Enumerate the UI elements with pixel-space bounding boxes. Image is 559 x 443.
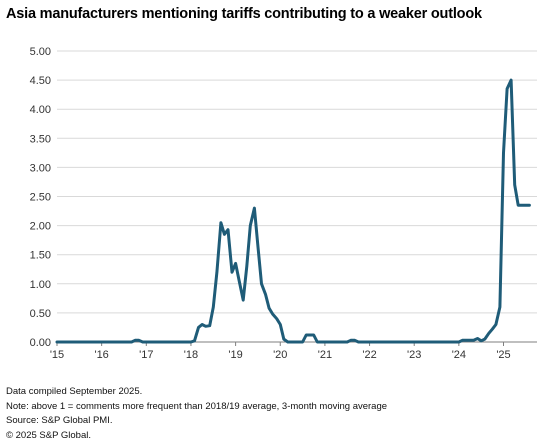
- y-tick-label: 2.00: [30, 221, 51, 233]
- gridlines: [57, 51, 537, 313]
- y-tick-label: 2.50: [30, 192, 51, 204]
- x-tick-label: '24: [452, 349, 466, 361]
- line-chart: 0.00 0.50 1.00 1.50 2.00 2.50 3.00 3.50 4.00 4.50…: [0, 0, 559, 380]
- note-source: Source: S&P Global PMI.: [6, 414, 387, 429]
- y-tick-label: 3.50: [30, 133, 51, 145]
- x-tick-label: '18: [184, 349, 198, 361]
- series-line: [57, 80, 529, 342]
- x-tick-label: '23: [407, 349, 421, 361]
- y-tick-label: 3.00: [30, 162, 51, 174]
- y-tick-label: 5.00: [30, 46, 51, 58]
- y-tick-label: 0.00: [30, 337, 51, 349]
- x-tick-label: '16: [94, 349, 108, 361]
- x-tick-label: '25: [496, 349, 510, 361]
- x-tick-label: '17: [139, 349, 153, 361]
- note-methodology: Note: above 1 = comments more frequent t…: [6, 400, 387, 415]
- x-tick-label: '22: [362, 349, 376, 361]
- chart-notes: Data compiled September 2025. Note: abov…: [6, 385, 387, 443]
- y-axis-ticks: 0.00 0.50 1.00 1.50 2.00 2.50 3.00 3.50 4.00 4.50…: [30, 46, 51, 349]
- x-tick-label: '19: [228, 349, 242, 361]
- x-axis-ticks: '15 '16 '17 '18 '19 '20 '21 '22 '23 '24 '25: [50, 342, 511, 361]
- y-tick-label: 4.50: [30, 75, 51, 87]
- x-tick-label: '21: [318, 349, 332, 361]
- x-tick-label: '15: [50, 349, 64, 361]
- y-tick-label: 4.00: [30, 104, 51, 116]
- y-tick-label: 0.50: [30, 308, 51, 320]
- y-tick-label: 1.00: [30, 279, 51, 291]
- note-data-compiled: Data compiled September 2025.: [6, 385, 387, 400]
- x-tick-label: '20: [273, 349, 287, 361]
- y-tick-label: 1.50: [30, 250, 51, 262]
